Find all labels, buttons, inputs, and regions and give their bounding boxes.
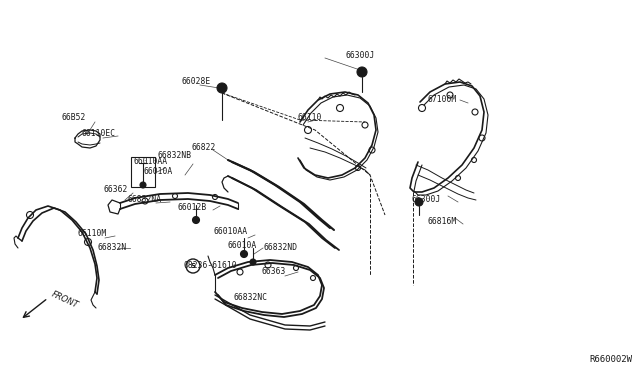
Text: 66028E: 66028E: [182, 77, 211, 87]
Text: 66B52: 66B52: [62, 113, 86, 122]
Text: 66363: 66363: [261, 266, 285, 276]
Text: 66110EC: 66110EC: [82, 129, 116, 138]
Text: 66832N: 66832N: [97, 243, 126, 251]
Text: 66832NB: 66832NB: [158, 151, 192, 160]
Text: 66832NC: 66832NC: [233, 294, 267, 302]
Circle shape: [241, 250, 248, 257]
FancyBboxPatch shape: [131, 157, 155, 187]
Text: 66010A: 66010A: [228, 241, 257, 250]
Text: 66300J: 66300J: [412, 196, 441, 205]
Text: 66362: 66362: [103, 186, 127, 195]
Text: 66010AA: 66010AA: [213, 228, 247, 237]
Circle shape: [250, 259, 256, 265]
Text: 66822: 66822: [192, 144, 216, 153]
Text: 66012B: 66012B: [177, 203, 206, 212]
Text: 66300J: 66300J: [345, 51, 374, 60]
Text: 66010A: 66010A: [143, 167, 172, 176]
Circle shape: [415, 198, 423, 206]
Text: S: S: [191, 263, 195, 269]
Text: 67100M: 67100M: [428, 96, 457, 105]
Circle shape: [140, 182, 146, 188]
Text: 66110: 66110: [297, 113, 321, 122]
Text: R660002W: R660002W: [589, 355, 632, 364]
Text: 66832NA: 66832NA: [127, 196, 161, 205]
Text: 66010AA: 66010AA: [133, 157, 167, 167]
Text: 66816M: 66816M: [427, 218, 456, 227]
Circle shape: [357, 67, 367, 77]
Text: 66832ND: 66832ND: [263, 244, 297, 253]
Text: FRONT: FRONT: [50, 290, 80, 310]
Circle shape: [193, 217, 200, 224]
Text: 66110M: 66110M: [78, 230, 108, 238]
Text: 08236-61610: 08236-61610: [184, 262, 237, 270]
Circle shape: [217, 83, 227, 93]
